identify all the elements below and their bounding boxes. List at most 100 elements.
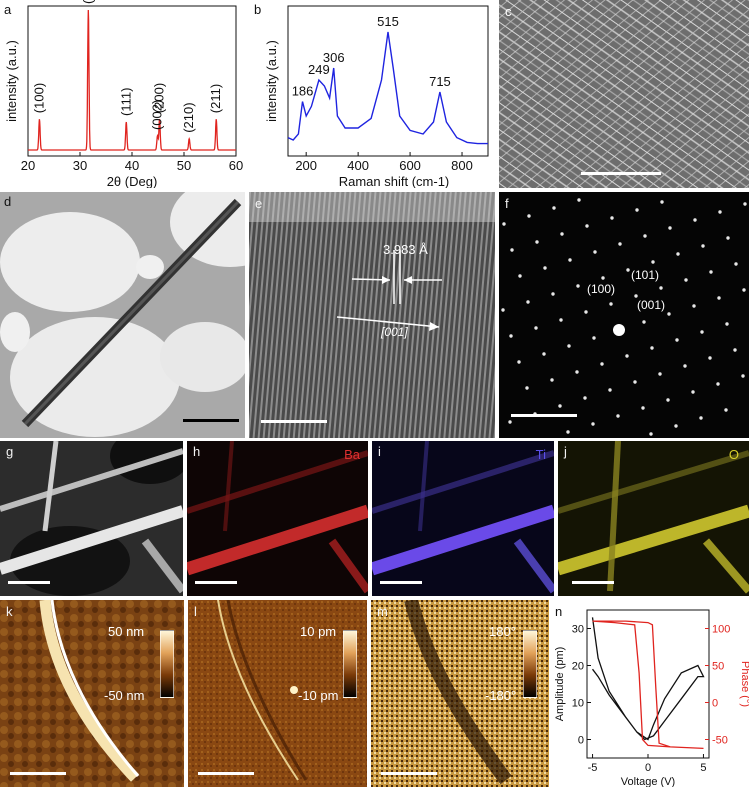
diffraction-spot bbox=[724, 408, 728, 412]
diffraction-spot bbox=[658, 372, 662, 376]
diffraction-spot bbox=[552, 206, 556, 210]
scale-bar bbox=[381, 772, 437, 775]
colorbar bbox=[160, 630, 174, 698]
y2-tick-label: 50 bbox=[712, 661, 724, 673]
y2-axis-label: Phase (°) bbox=[739, 661, 749, 707]
y-tick-label: 20 bbox=[572, 661, 584, 673]
peak-label: (100) bbox=[31, 83, 46, 113]
x-tick-label: 600 bbox=[399, 158, 421, 173]
panel-l-pfm-amplitude: l 10 pm -10 pm bbox=[188, 600, 367, 787]
panel-h-ba-map: h Ba bbox=[187, 441, 368, 596]
diffraction-spot bbox=[666, 398, 670, 402]
diffraction-spot bbox=[558, 404, 562, 408]
diffraction-spot bbox=[608, 388, 612, 392]
panel-letter: l bbox=[194, 604, 197, 619]
plot-frame bbox=[287, 5, 489, 157]
diffraction-spot bbox=[733, 348, 737, 352]
peak-label: (110) bbox=[80, 0, 95, 4]
panel-letter: f bbox=[505, 196, 509, 211]
x-axis-label: Voltage (V) bbox=[621, 776, 675, 787]
phase-loop-line bbox=[592, 620, 704, 750]
diffraction-spot bbox=[643, 234, 647, 238]
diffraction-spot bbox=[675, 338, 679, 342]
panel-letter: e bbox=[255, 196, 263, 211]
diffraction-spot bbox=[642, 320, 646, 324]
central-beam bbox=[613, 324, 625, 336]
panel-j-o-map: j O bbox=[558, 441, 749, 596]
diffraction-spot bbox=[591, 422, 595, 426]
panel-b-raman: b 186 249 306 515 715 200 400 600 800 Raman shift… bbox=[250, 0, 495, 188]
diffraction-spot bbox=[577, 198, 581, 202]
y-axis-label: intensity (a.u.) bbox=[264, 40, 279, 122]
diffraction-spot bbox=[508, 420, 512, 424]
diffraction-spot bbox=[543, 266, 547, 270]
diffraction-spot bbox=[635, 208, 639, 212]
x-tick-label: 5 bbox=[700, 762, 706, 774]
afm-topography-map bbox=[0, 600, 184, 787]
peak-label: 306 bbox=[323, 50, 345, 65]
peak-label: 186 bbox=[292, 84, 314, 99]
y2-tick-label: 0 bbox=[712, 698, 718, 710]
panel-f-saed: f (100) (101) (001) bbox=[499, 192, 749, 438]
x-tick-label: 20 bbox=[21, 158, 35, 173]
diffraction-spot bbox=[526, 300, 530, 304]
diffraction-spot bbox=[518, 274, 522, 278]
panel-letter: j bbox=[564, 444, 567, 459]
scale-bar bbox=[511, 414, 577, 417]
lattice-spacing-label: 3.983 Å bbox=[383, 242, 428, 257]
panel-letter: i bbox=[378, 444, 381, 459]
x-tick-label: 50 bbox=[177, 158, 191, 173]
pfm-phase-map bbox=[371, 600, 549, 787]
spot-label: (100) bbox=[587, 282, 616, 296]
diffraction-spot bbox=[684, 278, 688, 282]
colorbar bbox=[523, 630, 537, 698]
panel-i-ti-map: i Ti bbox=[372, 441, 554, 596]
panel-m-pfm-phase: m 180° -180° bbox=[371, 600, 549, 787]
diffraction-spot bbox=[616, 414, 620, 418]
x-tick-label: -5 bbox=[588, 762, 598, 774]
raman-spectrum-line bbox=[287, 31, 488, 145]
y-axis-label: intensity (a.u.) bbox=[4, 40, 19, 122]
y2-tick-label: 100 bbox=[712, 624, 730, 636]
amplitude-loop-line bbox=[591, 617, 705, 741]
diffraction-spot bbox=[600, 362, 604, 366]
x-tick-label: 800 bbox=[451, 158, 473, 173]
diffraction-spot bbox=[559, 318, 563, 322]
diffraction-spot bbox=[501, 308, 505, 312]
diffraction-spot bbox=[633, 380, 637, 384]
diffraction-spot bbox=[699, 416, 703, 420]
diffraction-spot bbox=[610, 216, 614, 220]
diffraction-spot bbox=[525, 386, 529, 390]
element-label: Ba bbox=[344, 447, 360, 462]
x-axis-label: Raman shift (cm-1) bbox=[339, 174, 450, 188]
scale-bar bbox=[581, 172, 661, 175]
diffraction-spot bbox=[676, 252, 680, 256]
colorbar-max-label: 180° bbox=[489, 624, 516, 639]
panel-letter: k bbox=[6, 604, 13, 619]
diffraction-spot bbox=[618, 242, 622, 246]
plot-frame bbox=[27, 5, 237, 157]
peak-label: (210) bbox=[181, 102, 196, 132]
haadf-micrograph bbox=[0, 441, 183, 596]
colorbar bbox=[343, 630, 357, 698]
element-label: O bbox=[728, 447, 739, 462]
plot-frame bbox=[586, 609, 710, 759]
x-tick-label: 0 bbox=[645, 762, 651, 774]
pfm-amplitude-map bbox=[188, 600, 367, 787]
scale-bar bbox=[261, 420, 327, 423]
panel-letter: n bbox=[555, 604, 563, 619]
colorbar-min-label: -10 pm bbox=[298, 688, 339, 703]
y2-tick-label: -50 bbox=[712, 735, 728, 747]
diffraction-spot bbox=[584, 310, 588, 314]
diffraction-spot bbox=[625, 354, 629, 358]
scale-bar bbox=[8, 581, 50, 584]
diffraction-spot bbox=[534, 326, 538, 330]
peak-label: 715 bbox=[429, 74, 451, 89]
xrd-chart: (100) (110) (111) (002)(200) (210) (211) 20 30 4… bbox=[4, 0, 243, 188]
diffraction-spot bbox=[651, 260, 655, 264]
diffraction-spot bbox=[593, 250, 597, 254]
colorbar-min-label: -50 nm bbox=[104, 688, 145, 703]
diffraction-spot bbox=[567, 344, 571, 348]
